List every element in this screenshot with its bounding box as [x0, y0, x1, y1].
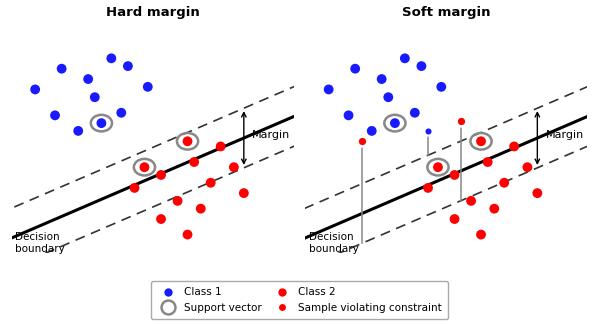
- Point: [83, 76, 93, 82]
- Point: [417, 64, 426, 69]
- Point: [377, 76, 386, 82]
- Point: [357, 139, 367, 144]
- Point: [90, 95, 99, 100]
- Point: [423, 185, 433, 191]
- Point: [489, 206, 499, 211]
- Point: [476, 139, 486, 144]
- Point: [183, 139, 192, 144]
- Point: [437, 84, 446, 89]
- Point: [107, 56, 116, 61]
- Point: [74, 128, 83, 133]
- Point: [229, 165, 238, 170]
- Text: Margin: Margin: [252, 131, 291, 140]
- Point: [450, 216, 459, 222]
- Text: Decision
boundary: Decision boundary: [309, 232, 359, 254]
- Legend: Class 1, Support vector, Class 2, Sample violating constraint: Class 1, Support vector, Class 2, Sample…: [152, 281, 447, 319]
- Point: [173, 198, 182, 203]
- Point: [383, 95, 393, 100]
- Point: [239, 191, 249, 196]
- Text: Soft margin: Soft margin: [402, 6, 491, 19]
- Point: [400, 56, 410, 61]
- Point: [324, 87, 334, 92]
- Point: [196, 206, 205, 211]
- Point: [423, 128, 433, 133]
- Point: [156, 216, 166, 222]
- Point: [344, 113, 353, 118]
- Point: [433, 165, 443, 170]
- Point: [350, 66, 360, 71]
- Point: [509, 144, 519, 149]
- Point: [450, 172, 459, 178]
- Point: [216, 144, 225, 149]
- Text: Hard margin: Hard margin: [106, 6, 199, 19]
- Point: [410, 110, 419, 115]
- Point: [156, 172, 166, 178]
- Point: [140, 165, 149, 170]
- Point: [390, 121, 400, 126]
- Point: [183, 232, 192, 237]
- Point: [50, 113, 60, 118]
- Text: Decision
boundary: Decision boundary: [16, 232, 65, 254]
- Point: [57, 66, 66, 71]
- Point: [206, 180, 216, 185]
- Point: [367, 128, 377, 133]
- Point: [123, 64, 133, 69]
- Point: [189, 159, 199, 165]
- Point: [116, 110, 126, 115]
- Text: Margin: Margin: [546, 131, 584, 140]
- Point: [31, 87, 40, 92]
- Point: [130, 185, 140, 191]
- Point: [96, 121, 106, 126]
- Point: [456, 118, 466, 123]
- Point: [522, 165, 532, 170]
- Point: [143, 84, 153, 89]
- Point: [466, 198, 476, 203]
- Point: [500, 180, 509, 185]
- Point: [483, 159, 492, 165]
- Point: [533, 191, 542, 196]
- Point: [476, 232, 486, 237]
